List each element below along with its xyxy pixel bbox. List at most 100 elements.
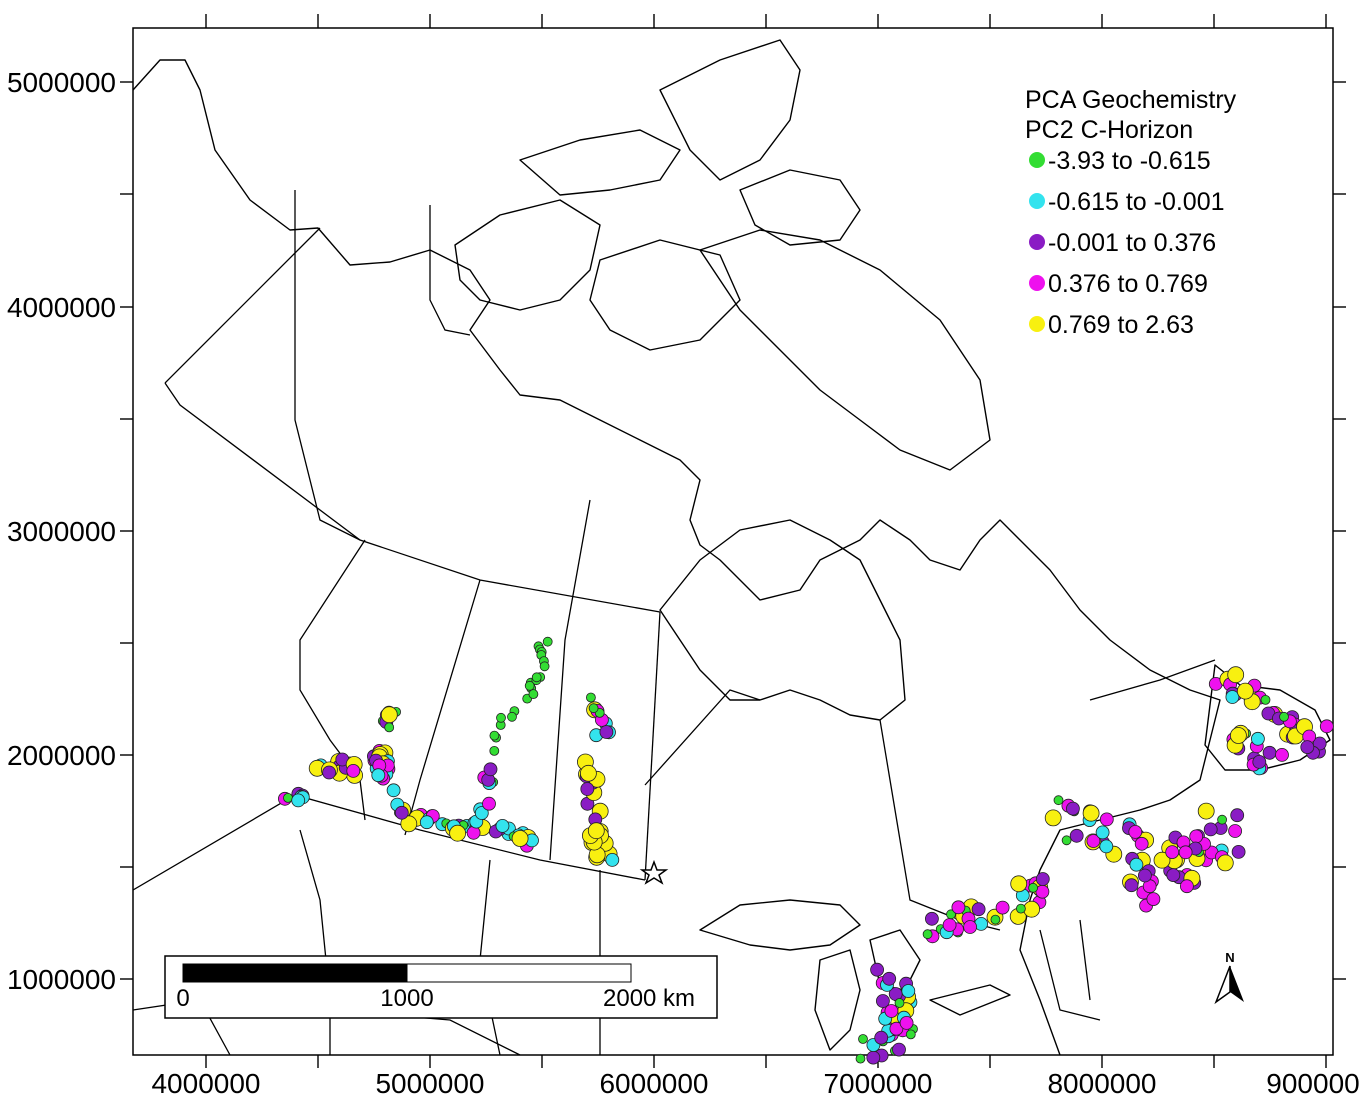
sample-point	[588, 703, 599, 714]
province-boundary	[294, 190, 361, 541]
sample-point	[1082, 804, 1100, 822]
sample-point	[1312, 736, 1327, 751]
coastline	[132, 59, 1221, 1056]
sample-point	[876, 994, 890, 1008]
sample-point	[1203, 822, 1218, 837]
sample-point	[866, 1050, 881, 1065]
scale-bar-white-segment	[406, 963, 632, 983]
x-tick-label: 8000000	[1047, 1068, 1156, 1098]
x-axis-ticks	[205, 14, 1327, 1068]
us-boundary	[1039, 929, 1101, 1021]
sample-point	[1010, 875, 1028, 893]
great-lakes	[869, 929, 921, 991]
sample-point	[483, 762, 498, 777]
legend-label: -0.001 to 0.376	[1048, 229, 1216, 257]
capital-star-icon	[639, 859, 669, 885]
x-tick-label: 6000000	[599, 1068, 708, 1098]
sample-point	[322, 765, 337, 780]
sample-point	[1230, 727, 1247, 744]
sample-point	[1260, 695, 1271, 705]
sample-point	[1236, 682, 1254, 700]
province-boundary	[164, 227, 321, 384]
sample-point	[1230, 808, 1245, 823]
north-label: N	[1225, 950, 1234, 965]
sample-point	[384, 722, 395, 733]
sample-point	[884, 1004, 899, 1018]
sample-point	[605, 853, 620, 867]
sample-point	[386, 783, 401, 798]
sample-point	[901, 984, 916, 998]
sample-point	[1252, 755, 1267, 769]
y-tick-label: 3000000	[7, 516, 116, 547]
scale-label-end: 2000 km	[603, 985, 695, 1012]
sample-point	[1095, 825, 1110, 840]
sample-point	[482, 796, 496, 811]
sample-point	[1035, 872, 1050, 886]
sample-point	[1227, 666, 1245, 684]
x-tick-label: 7000000	[823, 1068, 932, 1098]
legend-swatch-green	[1029, 152, 1045, 168]
sample-point	[1275, 748, 1289, 762]
sample-point	[1124, 878, 1139, 893]
sample-point	[542, 636, 553, 647]
sample-point	[496, 712, 506, 723]
sample-point	[1228, 824, 1242, 838]
sample-point	[905, 1029, 916, 1040]
sample-point	[507, 711, 517, 722]
sample-point	[995, 900, 1010, 915]
sample-point	[1262, 745, 1277, 760]
legend-label: 0.376 to 0.769	[1048, 270, 1208, 298]
scale-label-start: 0	[176, 985, 189, 1012]
sample-point	[1217, 814, 1227, 825]
province-boundary	[644, 611, 661, 881]
sample-point	[946, 909, 956, 920]
sample-point	[971, 902, 986, 917]
sample-point	[524, 680, 535, 691]
legend-title: PCA Geochemistry	[1025, 86, 1237, 114]
sample-point	[1319, 719, 1334, 734]
sample-point	[1053, 795, 1064, 806]
base-map	[132, 39, 1331, 1056]
sample-point	[1128, 825, 1143, 839]
arctic-island	[739, 169, 861, 246]
arctic-island	[454, 199, 601, 311]
sample-point	[1069, 828, 1084, 843]
sample-point	[951, 900, 966, 915]
sample-point	[1216, 854, 1234, 872]
sample-point	[1300, 740, 1315, 754]
sample-point	[466, 825, 481, 840]
newfoundland-coast	[1204, 664, 1331, 771]
sample-point	[283, 793, 293, 803]
scale-bar: 0 1000 2000 km	[164, 955, 718, 1019]
legend-label: -0.615 to -0.001	[1048, 188, 1225, 216]
sample-point	[1134, 836, 1149, 851]
legend-swatch-purple	[1029, 234, 1045, 250]
sample-point	[599, 725, 614, 739]
sample-point	[380, 706, 398, 724]
scale-label-mid: 1000	[380, 985, 433, 1012]
sample-point	[1146, 892, 1161, 906]
legend-subtitle: PC2 C-Horizon	[1025, 116, 1193, 144]
legend-label: 0.769 to 2.63	[1048, 311, 1194, 339]
x-tick-label: 4000000	[151, 1068, 260, 1098]
y-tick-label: 1000000	[7, 964, 116, 995]
sample-point	[449, 824, 467, 842]
sample-point	[531, 672, 542, 683]
sample-point	[1180, 879, 1194, 894]
x-tick-label: 5000000	[375, 1068, 484, 1098]
sample-point	[1138, 868, 1152, 883]
sample-point	[942, 918, 957, 932]
sample-point	[1189, 829, 1204, 844]
sample-point	[870, 962, 884, 977]
y-tick-label: 2000000	[7, 740, 116, 771]
sample-point	[1178, 845, 1193, 860]
arctic-island	[519, 129, 681, 196]
sample-point	[371, 768, 386, 783]
sample-point	[1061, 835, 1072, 846]
province-boundary	[299, 539, 366, 821]
sample-point	[539, 661, 550, 672]
sample-point	[1016, 903, 1026, 914]
province-boundary	[549, 499, 591, 861]
sample-point	[892, 1042, 906, 1057]
